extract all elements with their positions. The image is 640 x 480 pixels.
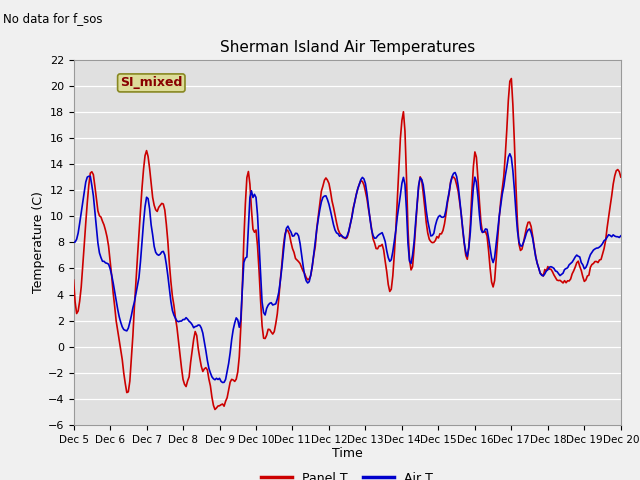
Title: Sherman Island Air Temperatures: Sherman Island Air Temperatures (220, 40, 475, 55)
Text: SI_mixed: SI_mixed (120, 76, 182, 89)
Y-axis label: Temperature (C): Temperature (C) (31, 192, 45, 293)
Text: No data for f_sos: No data for f_sos (3, 12, 102, 25)
Legend: Panel T, Air T: Panel T, Air T (256, 467, 438, 480)
X-axis label: Time: Time (332, 447, 363, 460)
